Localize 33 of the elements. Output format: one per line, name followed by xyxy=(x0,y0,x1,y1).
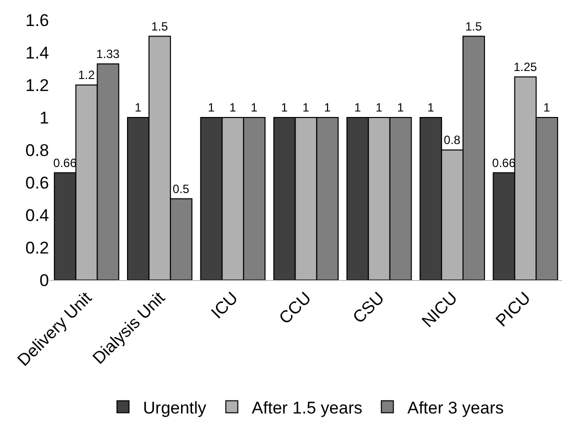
data-label: 0.8 xyxy=(444,133,461,147)
data-label: 1 xyxy=(229,100,236,114)
data-label: 1 xyxy=(281,100,288,114)
x-tick-label: ICU xyxy=(208,288,242,322)
data-label: 1 xyxy=(302,100,310,114)
y-tick-label: 1.2 xyxy=(25,76,49,95)
y-tick-label: 1 xyxy=(40,108,49,128)
data-label: 1.5 xyxy=(465,19,482,34)
y-tick-label: 0.2 xyxy=(25,238,49,258)
data-label: 1 xyxy=(543,100,550,114)
data-label: 1 xyxy=(134,100,142,114)
legend-label: After 1.5 years xyxy=(252,398,362,418)
data-label: 1.5 xyxy=(151,19,168,34)
y-tick-label: 0 xyxy=(40,270,49,290)
legend-label: After 3 years xyxy=(407,398,504,418)
y-tick-label: 1.6 xyxy=(25,10,49,30)
data-label: 0.66 xyxy=(53,156,77,170)
data-label: 1.25 xyxy=(514,60,538,74)
data-label: 1 xyxy=(354,100,362,114)
data-label: 1.2 xyxy=(78,68,96,82)
data-label: 0.5 xyxy=(172,182,190,196)
y-tick-label: 0.8 xyxy=(25,140,49,160)
data-label: 1 xyxy=(376,100,383,114)
y-tick-label: 0.4 xyxy=(25,206,49,225)
data-label: 1.33 xyxy=(96,46,120,61)
data-label: 1 xyxy=(427,100,434,114)
data-label: 1 xyxy=(208,100,215,114)
y-tick-label: 1.4 xyxy=(25,43,49,62)
legend-label: Urgently xyxy=(143,398,207,418)
data-label: 1 xyxy=(397,100,404,114)
y-tick-label: 0.6 xyxy=(25,173,49,192)
data-label: 1 xyxy=(250,100,258,114)
data-label: 1 xyxy=(324,100,331,114)
